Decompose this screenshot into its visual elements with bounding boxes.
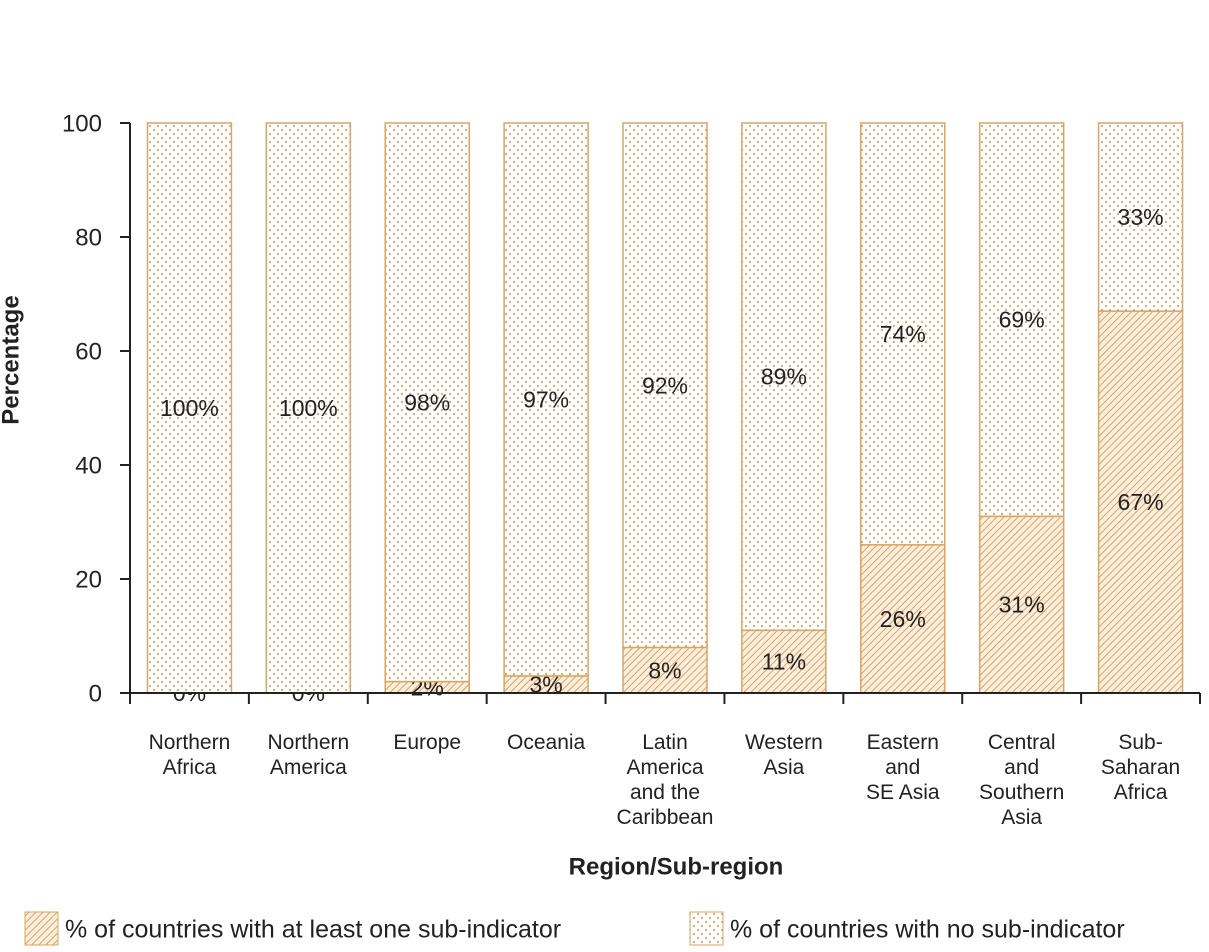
value-label: 98% [404, 389, 450, 415]
x-tick-label-line: America [626, 756, 703, 779]
x-tick-label-line: Saharan [1101, 756, 1180, 779]
y-tick-label: 40 [75, 452, 102, 479]
x-tick-label: Northern America [267, 731, 349, 779]
x-tick-label-line: Southern [979, 781, 1064, 804]
x-tick-label-line: Sub- [1118, 731, 1162, 754]
x-tick-label: Oceania [507, 731, 586, 754]
x-tick-label-line: Northern [267, 731, 349, 754]
x-tick-label-line: Northern [149, 731, 231, 754]
x-tick-label: Northern Africa [149, 731, 231, 779]
x-tick-label-line: Caribbean [617, 806, 714, 829]
x-tick-label-line: America [270, 756, 347, 779]
bar-segment [146, 122, 233, 694]
bar-segment [503, 122, 589, 677]
x-tick-label-line: Europe [393, 731, 461, 754]
value-label: 33% [1118, 204, 1164, 230]
x-tick-label-line: Africa [163, 756, 217, 779]
bar-segment [741, 629, 827, 694]
x-tick-label: Western Asia [745, 731, 823, 779]
y-tick-label: 100 [62, 110, 102, 137]
x-tick-label-line: Oceania [507, 731, 586, 754]
x-tick-label: Latin America and the Caribbean [617, 731, 714, 829]
bar-segment [741, 122, 827, 632]
value-label: 74% [880, 321, 926, 347]
bar-segment [1097, 122, 1184, 312]
x-axis-title: Region/Sub-region [569, 853, 784, 880]
value-label: 89% [761, 364, 807, 390]
x-tick-label-line: Latin [642, 731, 688, 754]
legend-swatch [24, 911, 59, 946]
x-tick-label-line: Africa [1114, 781, 1168, 804]
x-tick-label-line: Central [988, 731, 1056, 754]
x-tick-label-line: and the [630, 781, 700, 804]
x-tick-label: Eastern and SE Asia [866, 731, 940, 804]
legend-swatch [689, 911, 724, 946]
bar-segment [860, 122, 946, 546]
x-tick-label-line: Asia [763, 756, 804, 779]
x-tick-label-line: Asia [1001, 806, 1042, 829]
value-label: 92% [642, 372, 688, 398]
value-label: 69% [999, 307, 1045, 333]
value-label: 100% [279, 395, 338, 421]
x-tick-label: Central and Southern Asia [979, 731, 1064, 829]
legend-label: % of countries with no sub-indicator [730, 916, 1125, 944]
x-tick-label-line: and [1004, 756, 1039, 779]
bar-segment [1097, 310, 1184, 694]
value-label: 11% [762, 649, 806, 675]
bar-segment [978, 122, 1065, 518]
y-tick-label: 0 [89, 680, 102, 707]
bar-segment [978, 515, 1065, 694]
value-label: 100% [160, 395, 219, 421]
x-tick-label: Europe [393, 731, 461, 754]
x-tick-label-line: SE Asia [866, 781, 940, 804]
value-label: 67% [1118, 489, 1164, 515]
value-label: 31% [999, 592, 1045, 618]
y-tick-label: 60 [75, 338, 102, 365]
y-tick-label: 80 [75, 224, 102, 251]
x-tick-label: Sub-Saharan Africa [1101, 731, 1180, 804]
bar-segment [622, 122, 708, 649]
x-tick-label-line: Eastern [867, 731, 939, 754]
value-label: 26% [880, 606, 926, 632]
bar-segment [265, 122, 352, 694]
bar-segment [860, 544, 946, 694]
x-tick-label-line: and [885, 756, 920, 779]
x-tick-label-line: Western [745, 731, 823, 754]
bar-segment [384, 122, 470, 683]
value-label: 8% [648, 657, 681, 683]
legend-label: % of countries with at least one sub-ind… [65, 916, 561, 944]
y-tick-label: 20 [75, 566, 102, 593]
y-axis-title: Percentage [0, 295, 24, 424]
value-label: 97% [523, 387, 569, 413]
